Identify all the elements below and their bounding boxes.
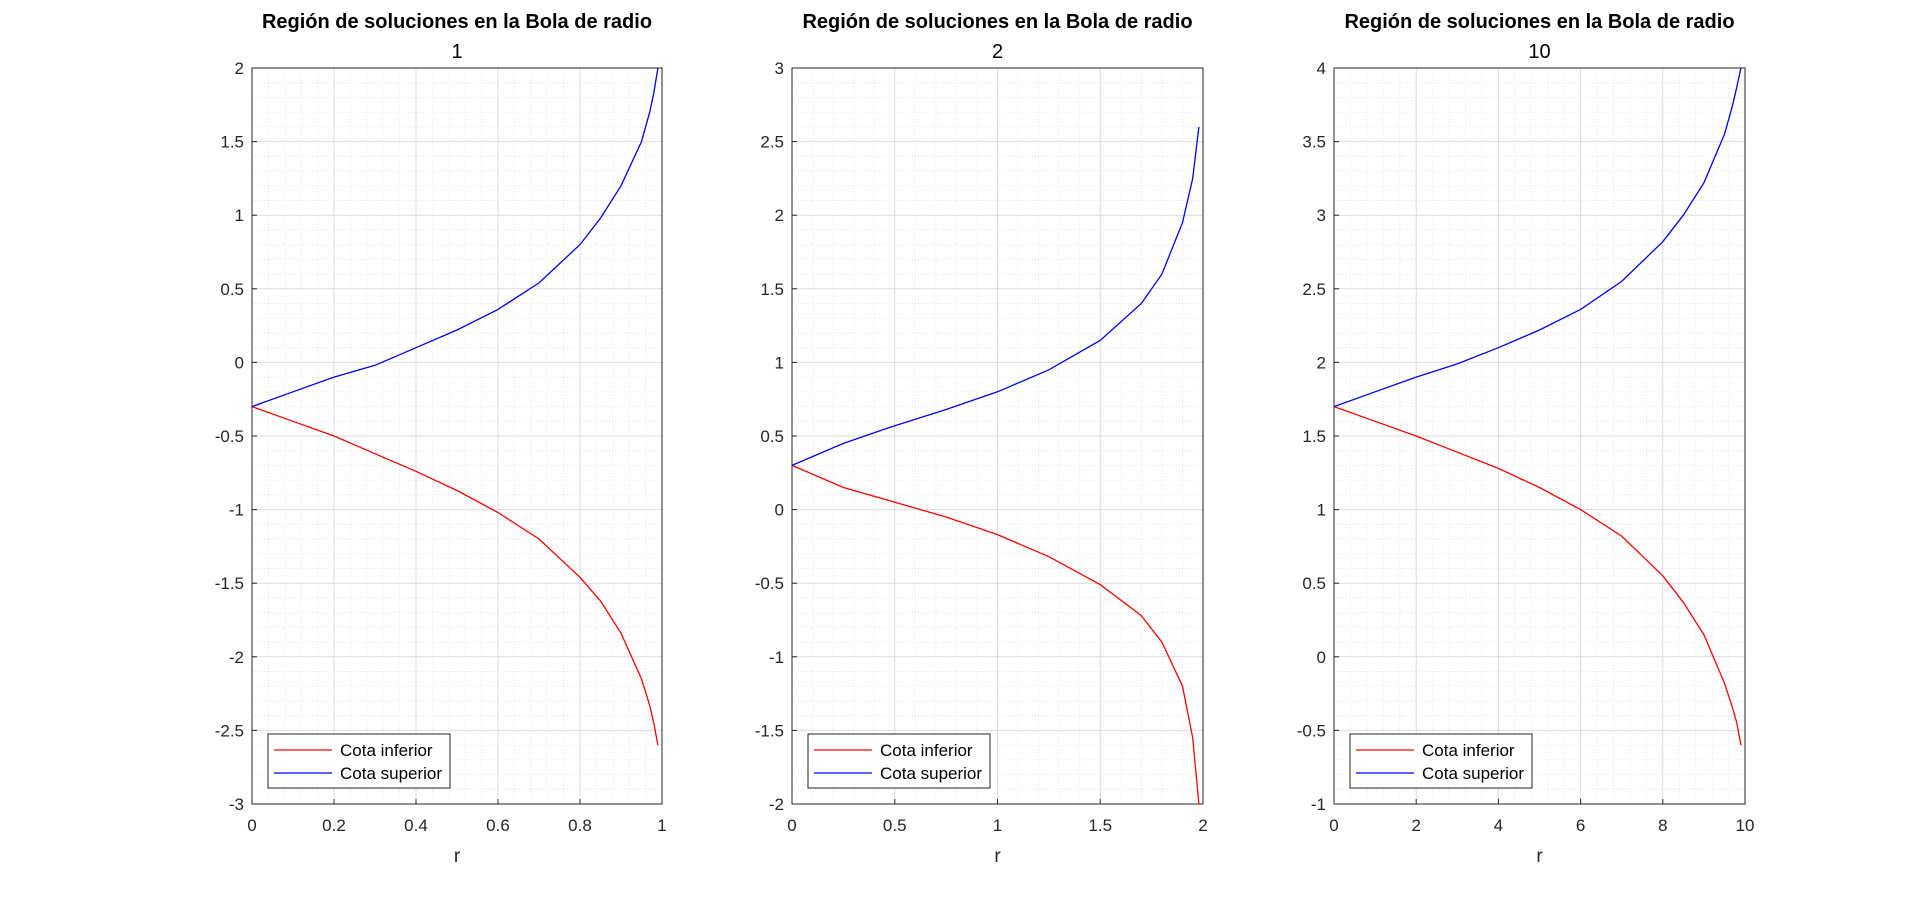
x-tick-label: 8	[1658, 816, 1667, 835]
cota-superior-line	[251, 67, 659, 408]
x-tick-label: 0	[247, 816, 256, 835]
x-tick-label: 2	[1411, 816, 1420, 835]
y-tick-label: -1.5	[215, 574, 244, 593]
y-tick-label: -2	[769, 795, 784, 814]
y-tick-label: 4	[1317, 59, 1326, 78]
chart-panel-3: 0 2 4 6 8 10 -1 -0.5 0 0.5 1 1.5 2 2.5 3 3.5 4 Región de …	[1297, 11, 1755, 867]
y-tick-label: 1.5	[220, 133, 244, 152]
y-tick-label: -1.5	[755, 721, 784, 740]
y-tick-label: -2	[229, 648, 244, 667]
y-tick-label: 3	[775, 59, 784, 78]
y-tick-label: -1	[229, 501, 244, 520]
y-tick-label: -0.5	[1297, 721, 1326, 740]
legend-entry: Cota inferior	[880, 741, 973, 760]
chart-title: Región de soluciones en la Bola de radio	[262, 11, 652, 33]
y-tick-label: 0	[775, 501, 784, 520]
chart-subtitle: 2	[992, 41, 1003, 63]
y-tick-label: 0.5	[1302, 574, 1326, 593]
y-tick-label: -3	[229, 795, 244, 814]
y-tick-label: -1	[769, 648, 784, 667]
x-axis-label: r	[1536, 846, 1543, 867]
y-tick-label: -0.5	[755, 574, 784, 593]
x-tick-label: 1.5	[1088, 816, 1112, 835]
y-tick-label: 0.5	[760, 427, 784, 446]
x-tick-label: 0.2	[322, 816, 346, 835]
x-axis-label: r	[994, 846, 1001, 867]
y-tick-label: -1	[1311, 795, 1326, 814]
y-tick-label: 1.5	[1302, 427, 1326, 446]
y-tick-label: 0	[1317, 648, 1326, 667]
y-tick-label: 1	[235, 206, 244, 225]
y-tick-label: -0.5	[215, 427, 244, 446]
y-tick-label: 0.5	[220, 280, 244, 299]
legend-entry: Cota inferior	[340, 741, 433, 760]
y-tick-label: 2	[775, 206, 784, 225]
chart-title: Región de soluciones en la Bola de radio	[802, 11, 1192, 33]
y-tick-label: 2.5	[760, 133, 784, 152]
y-tick-label: 0	[235, 353, 244, 372]
x-tick-label: 4	[1494, 816, 1503, 835]
axes-box	[251, 67, 663, 805]
y-tick-label: 1.5	[760, 280, 784, 299]
x-tick-label: 0.6	[486, 816, 510, 835]
y-tick-label: 2.5	[1302, 280, 1326, 299]
chart-panel-2: 0 0.5 1 1.5 2 -2 -1.5 -1 -0.5 0 0.5 1 1.5 2 2.5 3 Región…	[755, 11, 1208, 867]
legend-entry: Cota inferior	[1422, 741, 1515, 760]
legend-box	[1349, 733, 1533, 789]
y-tick-label: 1	[775, 353, 784, 372]
x-tick-label: 0.5	[883, 816, 907, 835]
axes-box	[1333, 67, 1746, 805]
y-tick-label: 2	[235, 59, 244, 78]
x-tick-label: 0.4	[404, 816, 428, 835]
legend-entry: Cota superior	[880, 764, 982, 783]
y-tick-label: -2.5	[215, 721, 244, 740]
legend-box	[807, 733, 991, 789]
legend-box	[267, 733, 451, 789]
legend-entry: Cota superior	[340, 764, 442, 783]
chart-title: Región de soluciones en la Bola de radio	[1344, 11, 1734, 33]
x-tick-label: 10	[1736, 816, 1755, 835]
y-tick-label: 2	[1317, 353, 1326, 372]
axes-box	[791, 67, 1204, 805]
y-tick-label: 3	[1317, 206, 1326, 225]
y-tick-label: 1	[1317, 501, 1326, 520]
x-tick-label: 1	[657, 816, 666, 835]
cota-superior-line	[1333, 67, 1742, 408]
chart-subtitle: 1	[451, 41, 462, 63]
x-tick-label: 1	[993, 816, 1002, 835]
x-tick-label: 0	[1329, 816, 1338, 835]
cota-inferior-line	[1333, 405, 1742, 746]
cota-inferior-line	[791, 464, 1200, 805]
x-axis-label: r	[454, 846, 461, 867]
chart-subtitle: 10	[1528, 41, 1550, 63]
chart-panel-1: 0 0.2 0.4 0.6 0.8 1 -3 -2.5 -2 -1.5 -1 -0.5 0 0.5 1 1.5…	[215, 11, 667, 867]
x-tick-label: 0	[787, 816, 796, 835]
x-tick-label: 2	[1198, 816, 1207, 835]
x-tick-label: 6	[1576, 816, 1585, 835]
cota-superior-line	[791, 126, 1200, 466]
y-tick-label: 3.5	[1302, 133, 1326, 152]
legend-entry: Cota superior	[1422, 764, 1524, 783]
cota-inferior-line	[251, 405, 659, 746]
x-tick-label: 0.8	[568, 816, 592, 835]
